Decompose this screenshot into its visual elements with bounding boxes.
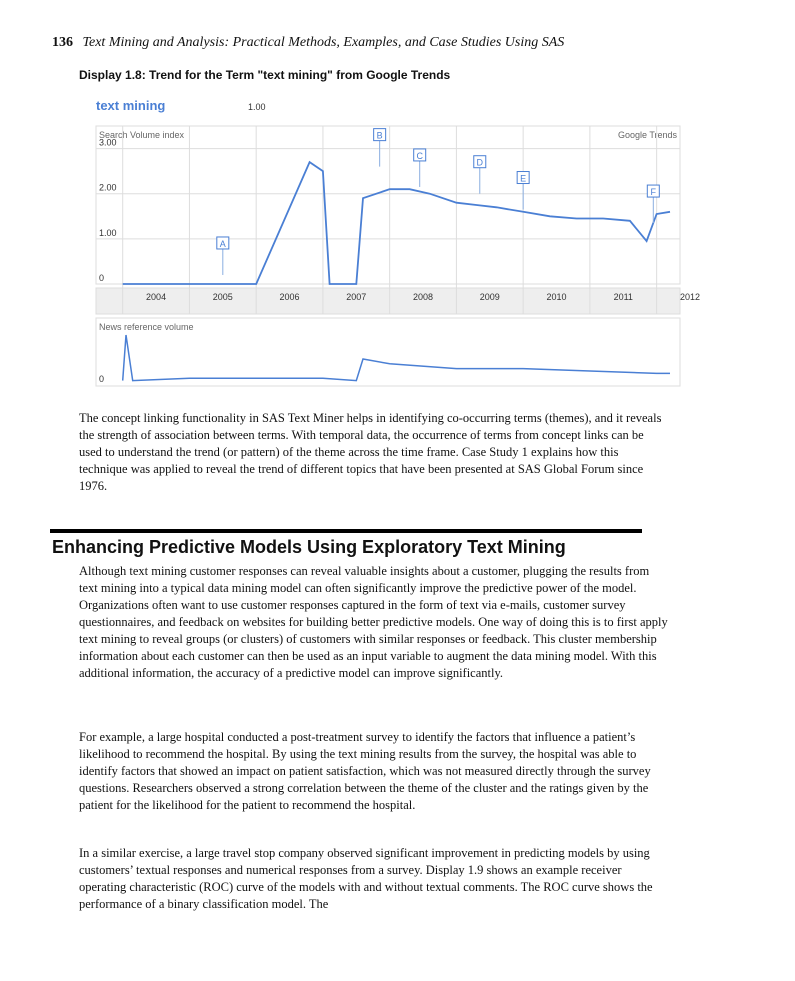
term-label: text mining (96, 98, 165, 113)
annotation-label: F (651, 187, 657, 197)
x-tick-label: 2009 (480, 292, 500, 302)
trend-chart: text mining 1.00 Search Volume index Google… (88, 90, 708, 390)
trend-chart-svg: text mining 1.00 Search Volume index Google… (95, 98, 700, 387)
annotation-label: E (520, 174, 526, 184)
x-tick-label: 2011 (614, 292, 633, 302)
display-caption: Display 1.8: Trend for the Term "text mi… (79, 68, 451, 82)
annotation-box (413, 148, 427, 162)
annotation-label: C (416, 151, 423, 161)
annotation-box (473, 155, 487, 169)
x-tick-label: 2008 (413, 292, 433, 302)
annotation-label: B (377, 131, 383, 141)
annotation-label: A (220, 239, 226, 249)
section-heading: Enhancing Predictive Models Using Explor… (52, 537, 566, 557)
search-volume-line (122, 160, 671, 285)
plot-frame (95, 125, 681, 285)
x-tick-label: 2012 (680, 292, 700, 302)
y-tick-label: 1.00 (99, 228, 117, 238)
annotation-box (216, 236, 230, 250)
paragraph-travel-stop-example: In a similar exercise, a large travel st… (79, 846, 653, 911)
panel-label: Search Volume index (99, 130, 185, 140)
news-zero-label: 0 (99, 374, 104, 384)
y-tick-label: 2.00 (99, 183, 117, 193)
brand-label: Google Trends (618, 130, 678, 140)
section-rule (50, 529, 642, 533)
news-volume-line (121, 334, 670, 382)
annotation-box (516, 171, 530, 185)
x-tick-label: 2010 (547, 292, 567, 302)
x-tick-label: 2006 (280, 292, 300, 302)
y-tick-label: 0 (99, 273, 104, 283)
y-tick-label: 3.00 (99, 138, 117, 148)
x-tick-label: 2005 (213, 292, 233, 302)
x-tick-label: 2004 (146, 292, 166, 302)
term-value: 1.00 (248, 102, 266, 112)
book-title: Text Mining and Analysis: Practical Meth… (82, 35, 565, 50)
annotation-box (646, 184, 660, 198)
running-head: 136 Text Mining and Analysis: Practical … (52, 35, 564, 51)
news-label: News reference volume (99, 322, 194, 332)
news-frame (95, 317, 681, 387)
paragraph-hospital-example: For example, a large hospital conducted … (79, 730, 651, 812)
annotation-box (373, 128, 387, 142)
paragraph-concept-linking: The concept linking functionality in SAS… (79, 411, 662, 493)
paragraph-predictive-models: Although text mining customer responses … (79, 564, 668, 680)
year-axis-band (95, 287, 681, 315)
x-tick-label: 2007 (346, 292, 366, 302)
page-number: 136 (52, 35, 73, 50)
annotation-label: D (477, 158, 484, 168)
